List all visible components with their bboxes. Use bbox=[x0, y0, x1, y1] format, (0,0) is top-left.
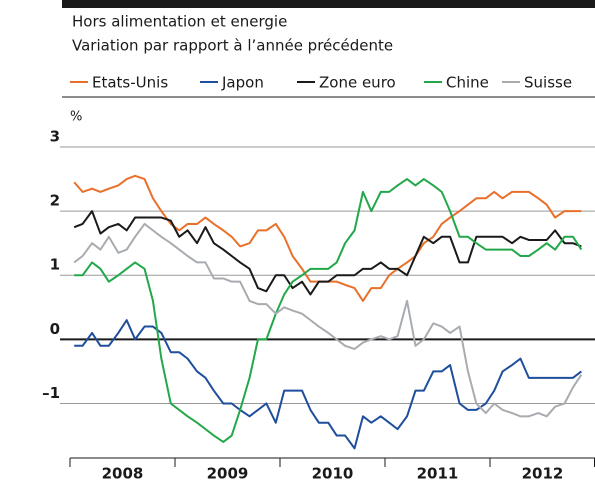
legend-label: Etats-Unis bbox=[92, 74, 168, 92]
y-unit: % bbox=[70, 110, 82, 125]
legend-label: Chine bbox=[446, 74, 489, 92]
y-tick-label: –1 bbox=[42, 384, 60, 402]
legend: Etats-Unis Japon Zone euro Chine Suisse bbox=[70, 74, 572, 92]
x-tick-label: 2011 bbox=[417, 465, 459, 483]
legend-label: Japon bbox=[221, 74, 264, 92]
subtitle: Variation par rapport à l’année précéden… bbox=[72, 37, 393, 55]
series-line bbox=[73, 210, 582, 296]
y-tick-label: 3 bbox=[50, 128, 60, 146]
series-line bbox=[73, 222, 583, 418]
y-tick-label: 1 bbox=[50, 256, 60, 274]
subtitle: Hors alimentation et energie bbox=[72, 13, 287, 31]
x-tick-label: 2009 bbox=[207, 465, 249, 483]
x-tick-label: 2008 bbox=[102, 465, 144, 483]
y-tick-label: 2 bbox=[50, 192, 60, 210]
y-tick-label: 0 bbox=[50, 320, 60, 338]
x-tick-label: 2012 bbox=[522, 465, 564, 483]
legend-label: Suisse bbox=[524, 74, 572, 92]
legend-label: Zone euro bbox=[319, 74, 396, 92]
x-tick-label: 2010 bbox=[312, 465, 354, 483]
series-line bbox=[74, 319, 582, 450]
top-bar bbox=[62, 0, 595, 8]
series-line bbox=[74, 178, 583, 443]
